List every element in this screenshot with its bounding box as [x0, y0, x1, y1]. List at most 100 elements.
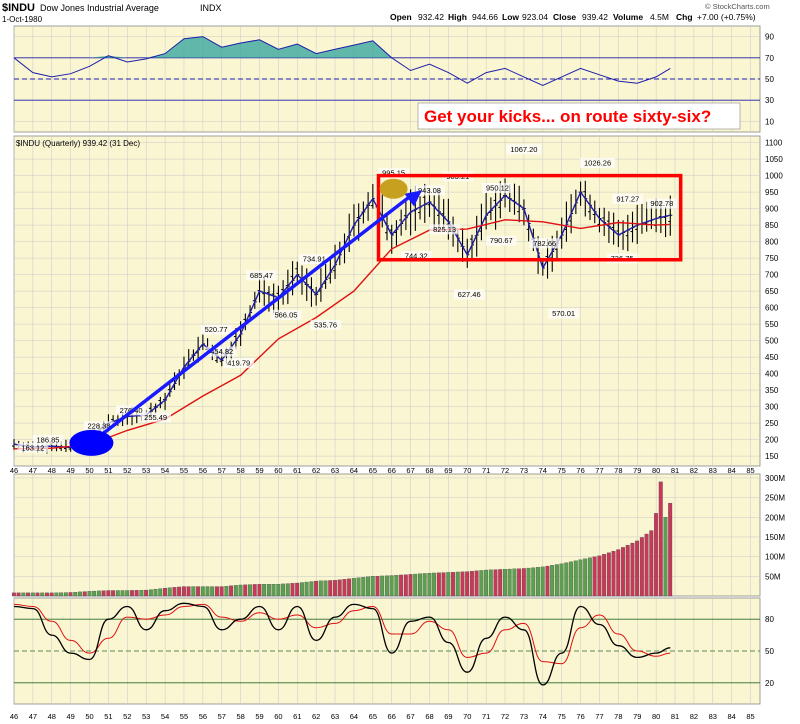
- volume-bar: [177, 586, 182, 597]
- ohlc-open: 932.42: [418, 12, 444, 22]
- x-tick-label: 75: [558, 466, 566, 475]
- volume-bar: [531, 567, 536, 597]
- volume-bar: [148, 589, 153, 597]
- volume-bar: [224, 586, 229, 597]
- x-tick-label: 60: [274, 466, 282, 475]
- volume-tick-label: 100M: [765, 553, 785, 562]
- volume-bar: [134, 590, 139, 597]
- x-tick-label: 78: [614, 466, 622, 475]
- volume-bar: [384, 575, 389, 597]
- price-label-bg: [453, 289, 485, 300]
- header-name: Dow Jones Industrial Average: [40, 3, 159, 13]
- volume-bar: [630, 542, 635, 597]
- volume-bar: [328, 580, 333, 597]
- x-tick-label: 58: [236, 712, 244, 721]
- x-tick-label: 85: [746, 712, 754, 721]
- price-label-bg: [140, 412, 171, 423]
- volume-bar: [403, 574, 408, 597]
- stoch-tick-label: 80: [765, 615, 774, 624]
- price-value-label: 825.13: [433, 225, 456, 234]
- price-label-bg: [200, 324, 232, 335]
- price-tick-label: 600: [765, 304, 779, 313]
- price-tick-label: 450: [765, 353, 779, 362]
- volume-bar: [644, 533, 649, 597]
- callout-text: Get your kicks... on route sixty-six?: [424, 107, 711, 126]
- volume-bar: [446, 572, 451, 597]
- price-value-label: 782.66: [533, 239, 556, 248]
- volume-bar: [502, 569, 507, 597]
- x-tick-label: 76: [576, 466, 584, 475]
- price-value-label: 1067.20: [510, 145, 537, 154]
- x-tick-label: 47: [29, 712, 37, 721]
- x-tick-label: 65: [369, 466, 377, 475]
- x-tick-label: 47: [29, 466, 37, 475]
- price-label-bg: [83, 421, 115, 432]
- volume-bar: [257, 584, 262, 597]
- volume-bar: [158, 588, 163, 597]
- volume-bar: [276, 584, 281, 597]
- price-tick-label: 750: [765, 254, 779, 263]
- volume-bar: [196, 586, 200, 597]
- volume-bar: [361, 577, 366, 597]
- price-value-label: 163.12: [21, 443, 44, 452]
- volume-bar: [427, 573, 432, 597]
- x-tick-label: 78: [614, 712, 622, 721]
- volume-bar: [35, 592, 40, 597]
- x-tick-label: 64: [350, 712, 358, 721]
- ohlc-open-label: Open: [390, 12, 412, 22]
- x-tick-label: 79: [633, 712, 641, 721]
- price-tick-label: 400: [765, 370, 779, 379]
- price-tick-label: 500: [765, 337, 779, 346]
- volume-bar: [422, 573, 427, 597]
- volume-bar: [167, 587, 172, 597]
- volume-bar: [550, 565, 555, 597]
- price-value-label: 419.79: [227, 359, 250, 368]
- volume-bar: [285, 583, 290, 597]
- stoch-d-line: [13, 603, 671, 665]
- volume-bar: [30, 592, 35, 597]
- volume-bar: [96, 590, 101, 597]
- volume-bar: [11, 592, 16, 597]
- volume-bar: [248, 584, 252, 597]
- volume-bar: [186, 586, 191, 597]
- volume-bar: [21, 592, 26, 597]
- volume-bar: [512, 568, 517, 597]
- ohlc-volume: 4.5M: [650, 12, 669, 22]
- x-tick-label: 46: [10, 466, 18, 475]
- x-tick-label: 81: [671, 712, 679, 721]
- volume-bar: [635, 540, 640, 597]
- volume-bar: [484, 569, 489, 597]
- x-tick-label: 59: [255, 712, 263, 721]
- volume-bar: [111, 590, 116, 597]
- volume-bar: [271, 584, 276, 597]
- x-tick-label: 54: [161, 712, 169, 721]
- volume-bar: [295, 582, 300, 597]
- price-value-label: 228.38: [88, 422, 111, 431]
- x-tick-label: 69: [444, 466, 452, 475]
- price-value-label: 454.82: [210, 347, 233, 356]
- volume-bar: [210, 586, 215, 597]
- price-tick-label: 900: [765, 205, 779, 214]
- volume-bar: [233, 585, 238, 597]
- volume-bar: [432, 572, 437, 597]
- rsi-tick-label: 70: [765, 54, 774, 63]
- volume-bar: [507, 568, 512, 597]
- ohlc-chg: +7.00 (+0.75%): [697, 12, 756, 22]
- x-tick-label: 84: [727, 466, 735, 475]
- credit: © StockCharts.com: [705, 2, 770, 11]
- volume-bar: [569, 561, 573, 597]
- x-tick-label: 53: [142, 466, 150, 475]
- volume-bar: [351, 578, 356, 597]
- volume-bar: [413, 573, 418, 597]
- x-tick-label: 75: [558, 712, 566, 721]
- volume-bar: [333, 580, 337, 597]
- end-marker: [379, 178, 408, 199]
- volume-bar: [68, 592, 73, 597]
- volume-bar: [144, 589, 149, 597]
- price-panel-title: $INDU (Quarterly) 939.42 (31 Dec): [16, 139, 140, 148]
- price-tick-label: 200: [765, 436, 779, 445]
- volume-bar: [521, 568, 526, 597]
- price-value-label: 186.85: [37, 435, 60, 444]
- volume-bar: [658, 481, 663, 597]
